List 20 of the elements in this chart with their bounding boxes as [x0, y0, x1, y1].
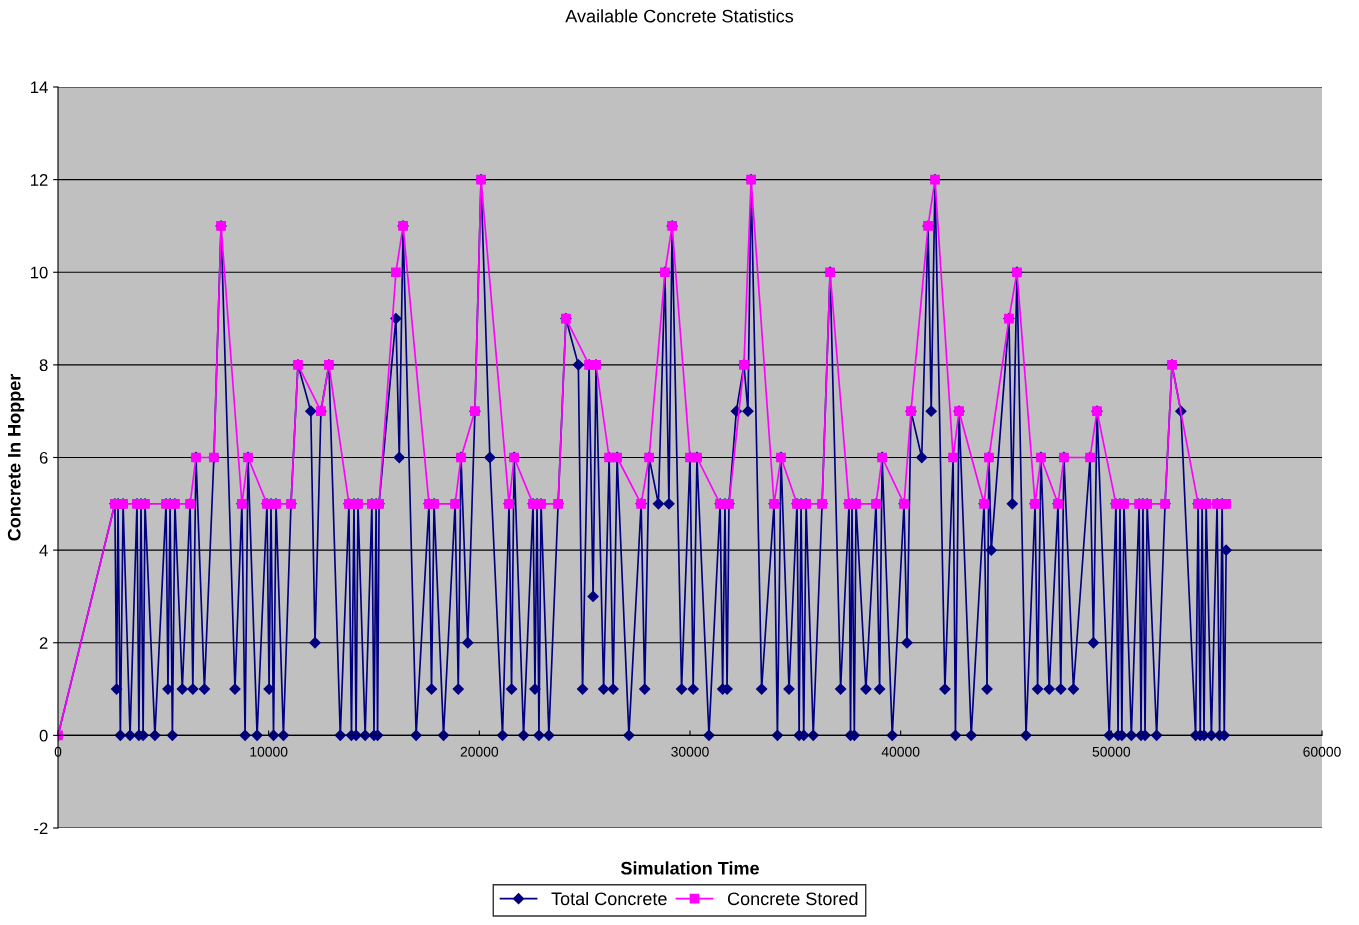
y-axis-title: Concrete In Hopper — [7, 374, 25, 541]
x-tick-label: 40000 — [881, 746, 920, 757]
x-tick-label: 60000 — [1303, 746, 1341, 757]
x-tick-label: 30000 — [671, 746, 709, 757]
y-tick-label: 14 — [31, 81, 48, 94]
y-tick-label: 6 — [39, 451, 48, 464]
y-tick-label: 2 — [39, 637, 48, 649]
x-tick-label: 10000 — [250, 746, 288, 757]
y-tick-label: 12 — [31, 174, 48, 186]
y-tick-label: 4 — [39, 544, 48, 557]
y-tick-label: 8 — [39, 359, 48, 372]
chart-title: Available Concrete Statistics — [565, 9, 794, 23]
y-tick-label: 0 — [39, 729, 48, 742]
x-tick-label: 50000 — [1092, 746, 1131, 757]
x-tick-label: 20000 — [460, 746, 499, 757]
legend-label: Total Concrete — [551, 891, 667, 906]
legend-label: Concrete Stored — [727, 891, 858, 906]
y-tick-label: -2 — [34, 822, 48, 835]
y-tick-label: 10 — [31, 266, 48, 279]
x-axis-title: Simulation Time — [620, 861, 759, 875]
